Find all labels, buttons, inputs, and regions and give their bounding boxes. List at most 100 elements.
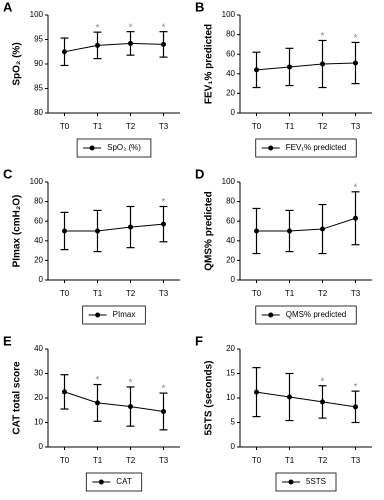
significance-mark: * <box>96 375 100 386</box>
panel-label: F <box>195 333 203 348</box>
point <box>353 60 358 66</box>
y-tick-label: 30 <box>34 369 43 378</box>
panel-label: B <box>195 0 204 14</box>
y-tick-label: 60 <box>226 49 235 58</box>
y-tick-label: 40 <box>226 236 235 245</box>
y-tick-label: 20 <box>34 256 43 265</box>
x-tick-label: T1 <box>93 456 103 465</box>
point <box>128 40 133 46</box>
y-axis-label: PImax (cmH₂O) <box>12 195 23 268</box>
y-axis-label: SpO₂ (%) <box>12 42 23 85</box>
x-tick-label: T3 <box>159 456 169 465</box>
point <box>353 215 358 221</box>
significance-mark: * <box>354 33 358 44</box>
y-tick-label: 20 <box>34 393 43 402</box>
x-tick-label: T2 <box>318 122 328 131</box>
y-tick-label: 60 <box>226 216 235 225</box>
legend: PImax <box>82 305 146 325</box>
point <box>161 408 166 414</box>
x-tick-label: T1 <box>93 289 103 298</box>
y-tick-label: 0 <box>231 442 236 451</box>
series-line <box>256 391 356 408</box>
panel-label: C <box>3 166 13 181</box>
point <box>62 389 67 395</box>
legend-marker <box>98 479 104 485</box>
y-tick-label: 0 <box>39 275 44 284</box>
x-tick-label: T2 <box>126 289 136 298</box>
point <box>320 61 325 67</box>
series-line <box>64 391 164 412</box>
y-tick-label: 60 <box>34 216 43 225</box>
legend-marker <box>268 145 274 151</box>
y-tick-label: 40 <box>226 69 235 78</box>
x-tick-label: T0 <box>60 456 70 465</box>
legend-label: QMS% predicted <box>286 310 346 319</box>
x-tick-label: T0 <box>252 289 262 298</box>
y-tick-label: 85 <box>34 84 43 93</box>
series-line <box>256 217 356 232</box>
legend-box <box>255 138 357 158</box>
legend-box <box>255 305 357 325</box>
significance-mark: * <box>129 378 133 389</box>
x-tick-label: T1 <box>93 122 103 131</box>
point <box>128 224 133 230</box>
significance-mark: * <box>321 376 325 387</box>
y-tick-label: 100 <box>30 177 44 186</box>
legend: 5STS <box>275 472 337 492</box>
significance-mark: * <box>162 197 166 208</box>
point <box>95 42 100 48</box>
x-tick-label: T3 <box>159 122 169 131</box>
y-tick-label: 0 <box>39 442 44 451</box>
significance-mark: * <box>162 384 166 395</box>
y-tick-label: 40 <box>34 236 43 245</box>
y-tick-label: 80 <box>34 108 43 117</box>
y-tick-label: 100 <box>30 10 44 19</box>
legend-label: 5STS <box>306 477 326 486</box>
y-tick-label: 10 <box>226 393 235 402</box>
y-tick-label: 20 <box>226 344 235 353</box>
point <box>161 41 166 47</box>
significance-mark: * <box>162 22 166 33</box>
y-tick-label: 100 <box>222 177 236 186</box>
point <box>254 67 259 73</box>
point <box>62 49 67 55</box>
y-tick-label: 40 <box>34 344 43 353</box>
point <box>353 404 358 410</box>
point <box>320 226 325 232</box>
x-tick-label: T3 <box>351 122 361 131</box>
y-tick-label: 10 <box>34 418 43 427</box>
point <box>95 228 100 234</box>
x-tick-label: T0 <box>252 456 262 465</box>
significance-mark: * <box>96 23 100 34</box>
y-tick-label: 80 <box>226 197 235 206</box>
point <box>254 228 259 234</box>
y-tick-label: 80 <box>34 197 43 206</box>
point <box>161 221 166 227</box>
legend: FEV₁% predicted <box>255 138 357 158</box>
y-axis-label: CAT total score <box>12 361 23 435</box>
point <box>320 399 325 405</box>
x-tick-label: T2 <box>318 289 328 298</box>
point <box>95 400 100 406</box>
y-tick-label: 90 <box>34 59 43 68</box>
series-line <box>256 62 356 71</box>
legend-marker <box>89 145 95 151</box>
legend-marker <box>288 479 294 485</box>
x-tick-label: T1 <box>285 122 295 131</box>
y-axis-label: QMS% predicted <box>204 191 215 270</box>
legend-label: PImax <box>113 310 136 319</box>
y-axis-label: 5STS (seconds) <box>204 360 215 435</box>
legend-marker <box>95 312 101 318</box>
significance-mark: * <box>354 182 358 193</box>
y-tick-label: 100 <box>222 10 236 19</box>
x-tick-label: T3 <box>351 289 361 298</box>
significance-mark: * <box>129 22 133 33</box>
panel-label: D <box>195 166 204 181</box>
point <box>62 228 67 234</box>
significance-mark: * <box>354 382 358 393</box>
series-line <box>64 42 164 53</box>
legend-box <box>275 472 337 492</box>
x-tick-label: T0 <box>252 122 262 131</box>
legend-box <box>85 472 143 492</box>
